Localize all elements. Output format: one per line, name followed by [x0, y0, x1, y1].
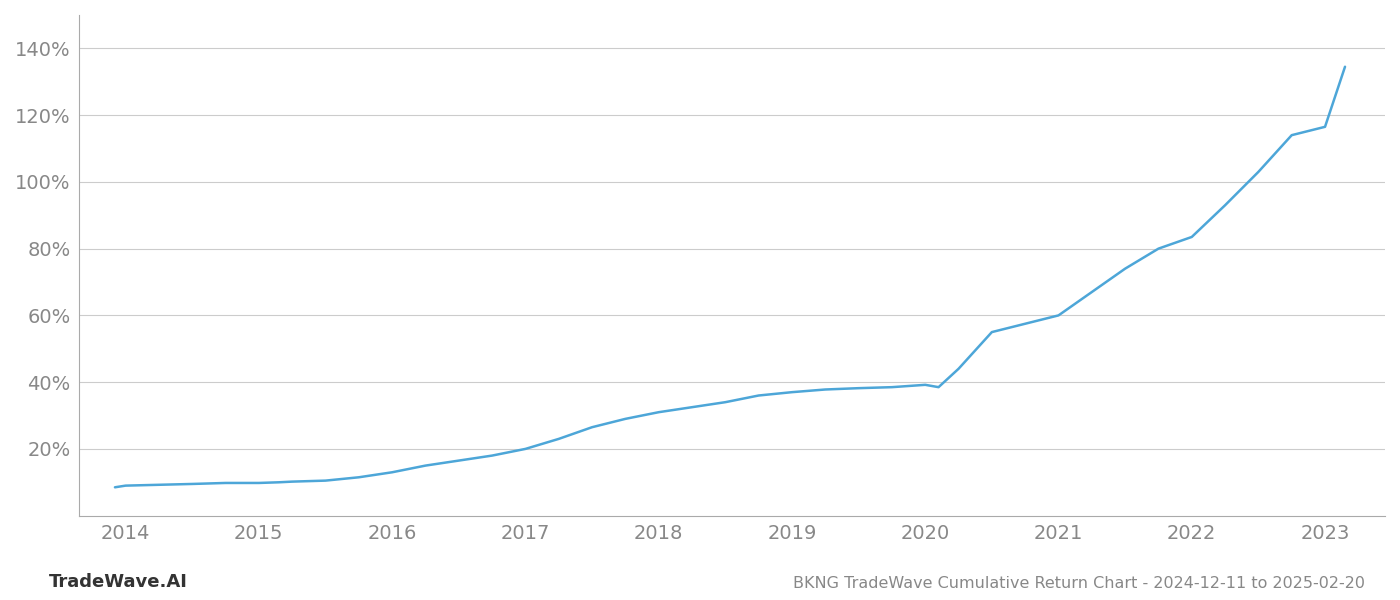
Text: BKNG TradeWave Cumulative Return Chart - 2024-12-11 to 2025-02-20: BKNG TradeWave Cumulative Return Chart -…: [792, 576, 1365, 591]
Text: TradeWave.AI: TradeWave.AI: [49, 573, 188, 591]
